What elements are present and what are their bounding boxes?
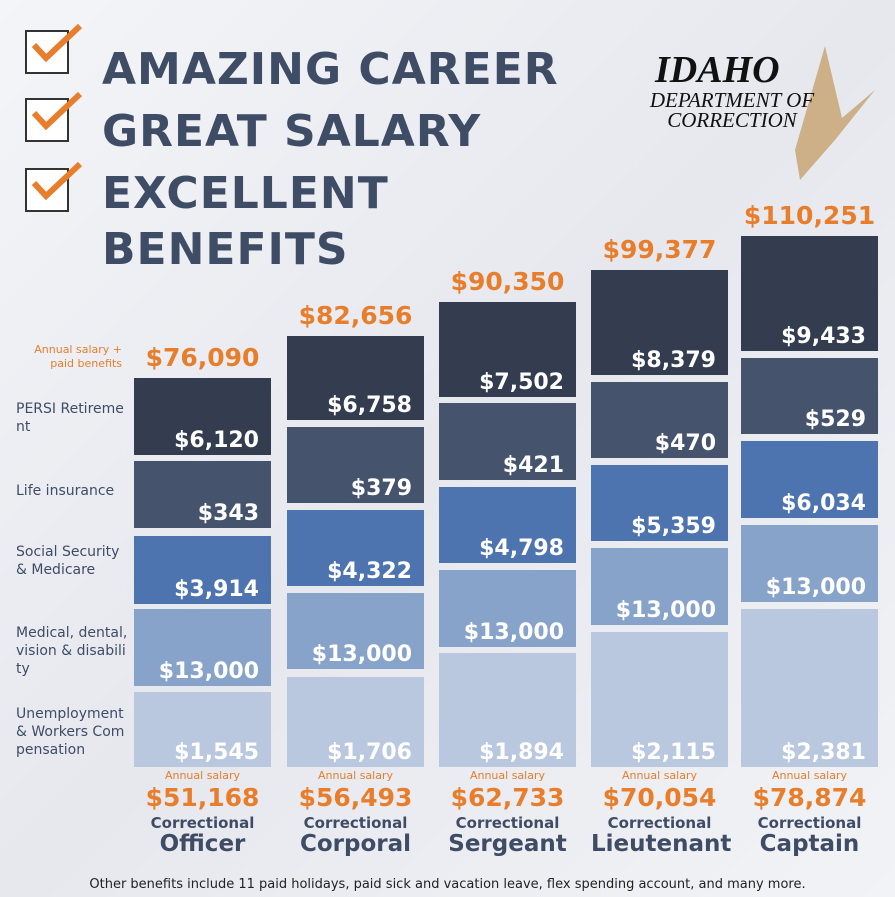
salary-note: Annual salary [771,769,848,782]
segment-label: $529 [804,407,866,432]
row-label: Social Security & Medicare [16,544,120,578]
segment-label: $1,894 [479,740,564,765]
checkbox [25,168,69,212]
segment: $1,545 [134,692,271,767]
row-label: Unemployment & Workers Compensation [16,706,125,758]
segment: $2,381 [741,609,878,767]
rank-prefix: Correctional [150,814,255,832]
salary-note: Annual salary [317,769,394,782]
segment-label: $13,000 [615,598,716,623]
segment: $379 [287,427,424,503]
segment: $529 [741,358,878,434]
logo-star [795,46,875,180]
salary: $56,493 [298,783,413,812]
segment: $13,000 [439,570,576,647]
segment: $3,914 [134,536,271,604]
rank-prefix: Correctional [607,814,712,832]
check-marks [31,23,83,201]
salary-note: Annual salary [164,769,241,782]
segment-label: $6,758 [327,393,412,418]
rank: Captain [759,831,860,857]
segment: $13,000 [591,548,728,625]
segment: $5,359 [591,465,728,541]
segment: $1,706 [287,677,424,767]
logo-subtitle: DEPARTMENT OF CORRECTION [649,88,815,132]
segment-label: $13,000 [158,659,259,684]
row-label: Medical, dental, vision & disability [16,625,128,677]
rank-prefix: Correctional [303,814,408,832]
total: $90,350 [450,267,565,296]
segment-label: $13,000 [765,575,866,600]
headline: GREAT SALARY [102,106,482,157]
total: $76,090 [145,343,260,372]
checkbox [25,98,69,142]
segment-label: $379 [350,476,412,501]
segment-label: $4,322 [327,559,412,584]
segment: $6,120 [134,378,271,455]
rank-prefix: Correctional [455,814,560,832]
segment: $13,000 [287,593,424,669]
salary-note: Annual salary [621,769,698,782]
segment-label: $421 [502,453,564,478]
row-label: PERSI Retirement [16,401,124,435]
segment-label: $4,798 [479,536,564,561]
checkbox [25,30,69,74]
headline: AMAZING CAREER [102,44,559,95]
total: $110,251 [743,201,876,230]
segment-label: $8,379 [631,348,716,373]
salary: $70,054 [602,783,717,812]
segment-label: $1,706 [327,740,412,765]
logo-title: IDAHO [655,49,780,91]
segment-label: $2,115 [631,740,716,765]
segment-label: $5,359 [631,514,716,539]
segment-label: $9,433 [781,324,866,349]
segment: $7,502 [439,302,576,397]
salary-note: Annual salary [469,769,546,782]
rank: Lieutenant [591,831,732,857]
segment: $1,894 [439,653,576,767]
rank: Sergeant [448,831,567,857]
segment: $4,322 [287,510,424,586]
total: $82,656 [298,301,413,330]
headline: EXCELLENT BENEFITS [102,168,389,275]
segment-label: $3,914 [174,577,259,602]
segment: $13,000 [741,525,878,602]
row-label: Life insurance [16,483,115,499]
segment: $8,379 [591,270,728,375]
rank-prefix: Correctional [757,814,862,832]
segment: $9,433 [741,236,878,351]
segment: $6,034 [741,441,878,518]
total-note: Annual salary + paid benefits [34,343,122,370]
salary: $51,168 [145,783,260,812]
segment-label: $6,034 [781,491,866,516]
segment: $6,758 [287,336,424,420]
rank: Corporal [299,831,412,857]
rank: Officer [159,831,246,857]
total: $99,377 [602,235,717,264]
segment-label: $2,381 [781,740,866,765]
segment-label: $470 [654,431,716,456]
salary: $62,733 [450,783,565,812]
segment: $4,798 [439,487,576,563]
salary: $78,874 [752,783,867,812]
segment-label: $6,120 [174,428,259,453]
segment-label: $1,545 [174,740,259,765]
segment-label: $13,000 [463,620,564,645]
segment-label: $13,000 [311,642,412,667]
segment: $421 [439,403,576,480]
segment-label: $7,502 [479,370,564,395]
segment: $2,115 [591,632,728,767]
segment: $343 [134,461,271,528]
segment: $13,000 [134,609,271,686]
segment: $470 [591,382,728,458]
segment-label: $343 [197,501,259,526]
footer: Other benefits include 11 paid holidays,… [89,877,806,892]
